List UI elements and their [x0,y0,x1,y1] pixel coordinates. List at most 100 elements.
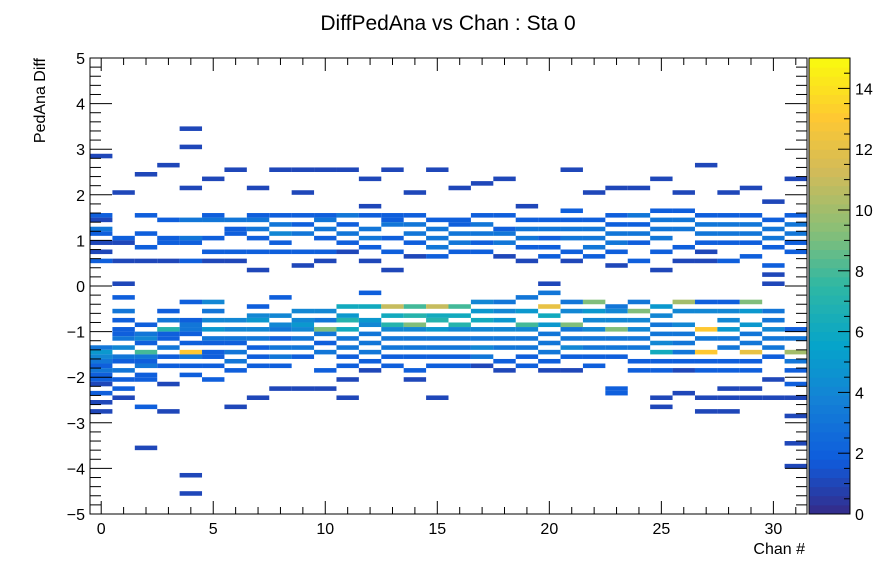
heatmap-cell [605,386,628,391]
heatmap-cell [112,327,135,332]
heatmap-cell [784,381,807,387]
heatmap-cell [336,327,359,332]
heatmap-cell [739,386,763,391]
palette-swatch [809,431,850,442]
x-tick-label: 10 [316,521,334,538]
heatmap-cell [717,258,740,264]
heatmap-cell [560,208,583,214]
heatmap-cell [157,308,180,314]
heatmap-cell [269,240,292,245]
heatmap-cell [112,281,135,286]
z-tick-label: 4 [855,385,864,402]
heatmap-cell [784,327,807,332]
heatmap-cell [470,181,494,186]
heatmap-cell [784,231,807,236]
heatmap-cell [336,231,359,236]
heatmap-cell [694,299,718,305]
heatmap-cell [314,331,337,337]
heatmap-cell [112,235,135,241]
palette-swatch [809,340,850,351]
heatmap-cell [650,358,673,364]
heatmap-cell [269,295,292,300]
heatmap-cell [650,235,673,241]
heatmap-cell [381,327,404,332]
heatmap-cell [672,331,695,337]
heatmap-cell [426,235,449,241]
heatmap-cell [134,354,158,359]
heatmap-cell [426,304,449,309]
heatmap-cell [246,267,270,273]
heatmap-cell [358,304,382,309]
heatmap-cell [291,213,315,218]
heatmap-cell [157,162,180,168]
heatmap-cell [336,377,359,382]
heatmap-cell [605,304,628,309]
heatmap-cell [202,363,225,369]
heatmap-cell [90,249,113,255]
heatmap-cell [179,331,203,337]
heatmap-cell [269,336,292,341]
heatmap-cell [358,368,382,373]
heatmap-cell [202,340,225,346]
palette-swatch [809,459,850,469]
heatmap-cell [426,317,449,323]
heatmap-cell [90,390,113,396]
heatmap-cell [784,213,807,218]
z-tick-label: 10 [855,203,873,220]
heatmap-cell [224,217,247,223]
heatmap-cell [291,190,315,195]
heatmap-cell [448,313,471,318]
palette-swatch [809,240,850,251]
heatmap-cell [358,258,382,264]
heatmap-cell [179,354,203,359]
heatmap-cell [493,327,516,332]
heatmap-cell [291,345,315,350]
heatmap-cell [224,336,247,341]
heatmap-cell [90,363,113,369]
heatmap-cell [493,176,516,182]
heatmap-cell [314,217,337,223]
heatmap-cell [403,336,427,341]
heatmap-cell [538,217,561,223]
heatmap-cell [90,226,113,232]
heatmap-cell [157,381,180,387]
heatmap-cell [112,317,135,323]
heatmap-cell [448,217,471,223]
heatmap-cell [672,308,695,314]
heatmap-cell [784,395,807,400]
heatmap-cell [157,354,180,359]
heatmap-cell [605,185,628,191]
heatmap-cell [515,217,539,223]
palette-swatch [809,450,850,460]
heatmap-cell [90,240,113,245]
heatmap-cell [426,254,449,259]
heatmap-cell [605,222,628,227]
heatmap-cell [538,304,561,309]
heatmap-cell [358,331,382,337]
heatmap-cell [202,176,225,182]
heatmap-cell [694,336,718,341]
heatmap-cell [784,358,807,364]
heatmap-cell [650,267,673,273]
heatmap-cell [202,349,225,355]
heatmap-cell [246,336,270,341]
heatmap-cell [493,345,516,350]
heatmap-cell [90,349,113,355]
heatmap-cell [336,313,359,318]
heatmap-cell [179,185,203,191]
heatmap-cell [605,213,628,218]
x-tick-label: 20 [540,521,558,538]
heatmap-cell [314,340,337,346]
heatmap-cell [627,231,651,236]
x-tick-label: 25 [652,521,670,538]
heatmap-cell [650,331,673,337]
heatmap-cell [90,345,113,350]
heatmap-cell [448,185,471,191]
heatmap-cell [605,327,628,332]
heatmap-cell [627,368,651,373]
heatmap-cell [560,368,583,373]
heatmap-cell [134,363,158,369]
heatmap-cell [269,363,292,369]
heatmap-cell [179,144,203,150]
heatmap-cell [157,217,180,223]
